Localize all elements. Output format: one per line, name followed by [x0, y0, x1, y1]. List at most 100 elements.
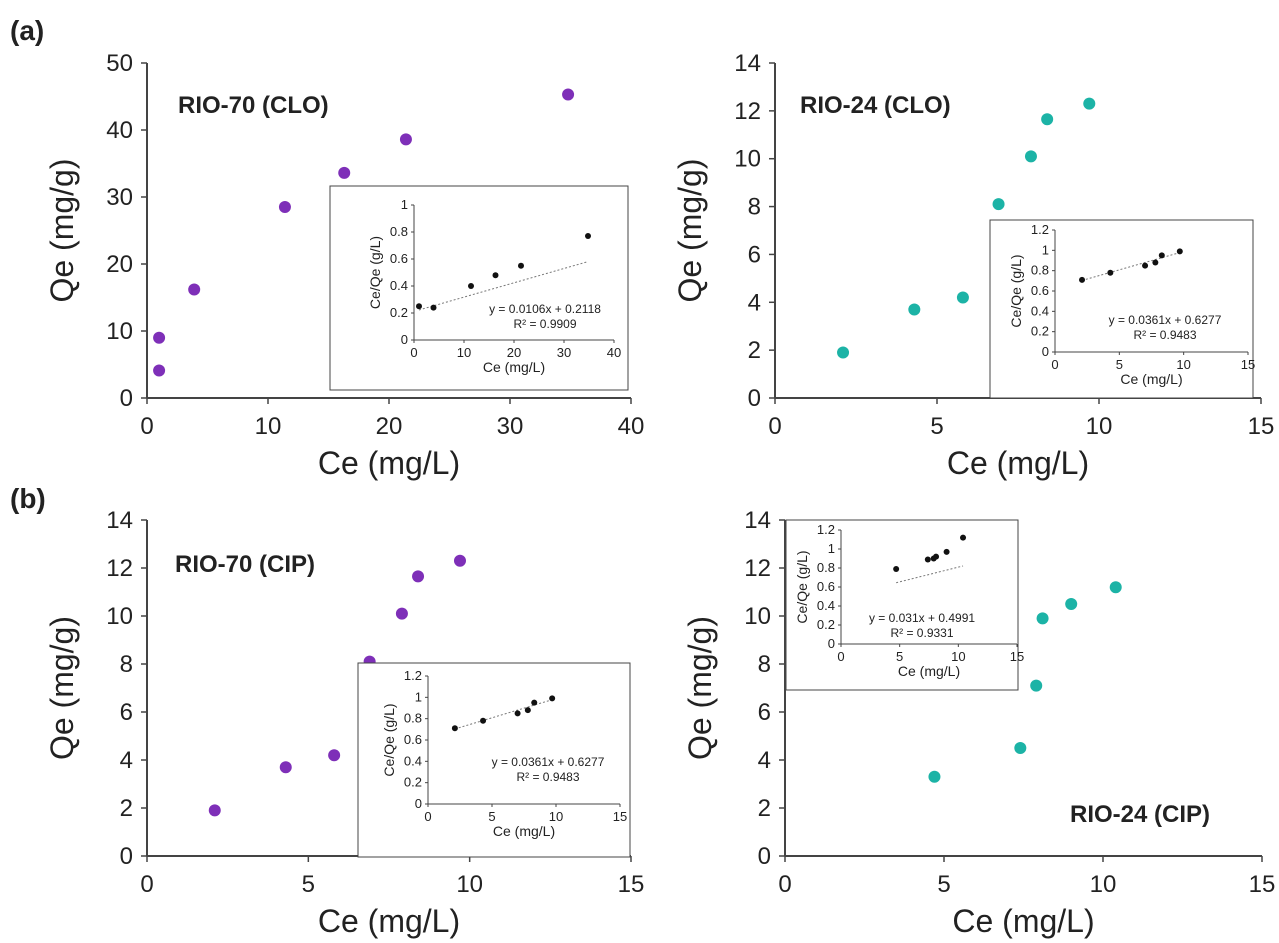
y-tick-label: 2: [748, 337, 761, 364]
inset-y-tick-label: 0.4: [390, 278, 408, 293]
y-tick-label: 10: [106, 603, 133, 630]
panel-label-b: (b): [10, 483, 46, 514]
inset-y-tick-label: 0.4: [817, 598, 835, 613]
data-point: [1014, 742, 1027, 754]
x-tick-label: 0: [140, 413, 153, 440]
y-tick-label: 0: [120, 843, 133, 870]
data-point: [1024, 150, 1037, 163]
data-point: [399, 133, 412, 146]
inset-y-tick-label: 1.2: [817, 522, 835, 537]
inset-x-tick-label: 10: [1176, 357, 1190, 372]
inset-y-tick-label: 0.8: [817, 560, 835, 575]
inset-fit-equation: y = 0.0361x + 0.6277: [1109, 313, 1222, 327]
x-tick-label: 30: [497, 413, 524, 440]
inset-r-squared: R² = 0.9909: [513, 317, 576, 331]
inset-data-point: [933, 553, 940, 560]
y-axis-title: Qe (mg/g): [682, 616, 718, 760]
y-tick-label: 4: [758, 747, 771, 774]
y-axis-title: Qe (mg/g): [672, 158, 708, 302]
inset-fit-equation: y = 0.0361x + 0.6277: [492, 755, 605, 769]
x-tick-label: 10: [456, 871, 483, 898]
data-point: [1083, 97, 1096, 110]
y-tick-label: 4: [748, 289, 761, 316]
y-tick-label: 20: [106, 251, 133, 278]
data-point: [395, 607, 408, 620]
inset-data-point: [1176, 248, 1183, 255]
inset-y-tick-label: 0.6: [390, 251, 408, 266]
y-axis-title: Qe (mg/g): [44, 158, 80, 302]
x-axis-title: Ce (mg/L): [318, 445, 460, 481]
x-tick-label: 0: [778, 871, 791, 898]
inset-data-point: [518, 262, 524, 269]
inset-r-squared: R² = 0.9483: [1133, 328, 1196, 342]
data-point: [992, 198, 1005, 211]
data-point: [278, 201, 291, 214]
y-tick-label: 0: [758, 843, 771, 870]
x-tick-label: 10: [255, 413, 282, 440]
y-tick-label: 2: [758, 795, 771, 822]
inset-y-tick-label: 0.8: [1031, 263, 1049, 278]
data-point: [837, 346, 850, 359]
inset-y-tick-label: 0.4: [1031, 303, 1049, 318]
inset-x-tick-label: 15: [1010, 649, 1024, 664]
inset-r-squared: R² = 0.9483: [516, 770, 579, 784]
y-tick-label: 12: [744, 555, 771, 582]
y-tick-label: 14: [106, 507, 133, 534]
inset-x-axis-title: Ce (mg/L): [1120, 371, 1182, 387]
inset-y-tick-label: 0.2: [404, 775, 422, 790]
data-point: [453, 554, 466, 567]
inset-fit-equation: y = 0.0106x + 0.2118: [489, 302, 601, 316]
y-tick-label: 12: [734, 98, 761, 125]
inset-y-tick-label: 1: [401, 197, 408, 212]
y-tick-label: 14: [734, 50, 761, 77]
inset-y-tick-label: 0.4: [404, 753, 422, 768]
inset-frame: [357, 662, 631, 858]
x-tick-label: 0: [768, 413, 781, 440]
data-point: [1036, 612, 1049, 625]
inset-data-point: [924, 556, 931, 563]
inset-data-point: [1079, 276, 1086, 283]
x-tick-label: 5: [930, 413, 943, 440]
inset-x-tick-label: 20: [507, 345, 521, 360]
y-tick-label: 40: [106, 117, 133, 144]
inset-x-tick-label: 5: [896, 649, 903, 664]
inset-fit-equation: y = 0.031x + 0.4991: [869, 611, 975, 625]
x-tick-label: 0: [140, 871, 153, 898]
data-point: [188, 283, 201, 296]
data-point: [1041, 113, 1054, 126]
y-tick-label: 6: [120, 699, 133, 726]
inset-data-point: [492, 272, 499, 279]
y-tick-label: 30: [106, 184, 133, 211]
data-point: [153, 331, 166, 344]
y-tick-label: 10: [744, 603, 771, 630]
inset-x-tick-label: 15: [613, 809, 627, 824]
inset-data-point: [1152, 259, 1159, 266]
y-tick-label: 2: [120, 795, 133, 822]
x-tick-label: 15: [1249, 871, 1276, 898]
inset-data-point: [943, 548, 950, 555]
x-tick-label: 15: [1248, 413, 1275, 440]
x-tick-label: 40: [618, 413, 645, 440]
inset-data-point: [960, 534, 967, 541]
y-axis-title: Qe (mg/g): [44, 616, 80, 760]
inset-y-axis-title: Ce/Qe (g/L): [381, 703, 397, 776]
inset-y-tick-label: 0.8: [390, 224, 408, 239]
inset-data-point: [451, 725, 458, 732]
inset-y-tick-label: 1.2: [1031, 222, 1049, 237]
data-point: [928, 770, 941, 783]
inset-y-tick-label: 1.2: [404, 668, 422, 683]
data-point: [956, 291, 969, 304]
inset-chart: 0 0.2 0.4 0.6 0.8 1 1.2 0 5 10 15 Ce (mg/L) Ce/Qe (g…: [357, 662, 631, 858]
x-tick-label: 15: [618, 871, 645, 898]
y-tick-label: 6: [748, 241, 761, 268]
inset-data-point: [893, 565, 900, 572]
y-tick-label: 8: [120, 651, 133, 678]
chart-title: RIO-70 (CIP): [175, 551, 315, 578]
inset-frame: [329, 185, 629, 391]
chart-title: RIO-70 (CLO): [178, 92, 329, 119]
